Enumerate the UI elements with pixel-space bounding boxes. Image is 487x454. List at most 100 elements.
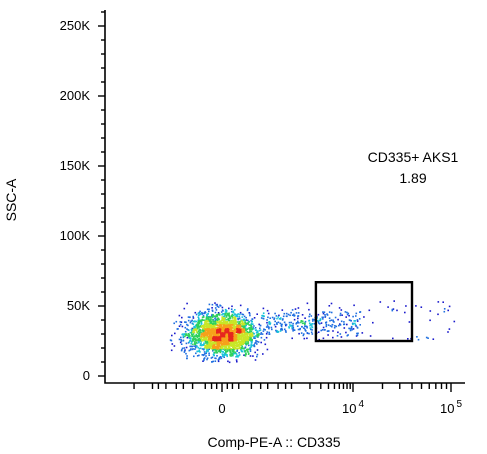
event-dot [356, 326, 359, 329]
event-dot [221, 335, 223, 337]
event-dot [227, 324, 230, 326]
event-dot [209, 338, 212, 341]
event-dot [290, 311, 292, 314]
event-dot [202, 315, 205, 317]
event-dot [251, 344, 253, 347]
event-dot [318, 338, 320, 341]
event-dot [209, 329, 212, 331]
event-dot [223, 334, 225, 337]
event-dot [208, 340, 211, 343]
x-tick-label: 0 [218, 401, 225, 416]
event-dot [237, 326, 240, 328]
event-dot [223, 339, 225, 341]
event-dot [297, 317, 299, 320]
event-dot [247, 339, 249, 342]
event-dot [310, 331, 313, 334]
plot-frame-axes [104, 10, 465, 384]
gate-percent-label: 1.89 [399, 170, 426, 186]
event-dot [416, 336, 418, 338]
event-dot [251, 335, 254, 337]
event-dot [207, 323, 209, 325]
event-dot [253, 325, 255, 327]
event-dot [229, 354, 232, 356]
event-dot [239, 326, 242, 328]
event-dot [218, 342, 220, 345]
event-dot [234, 327, 237, 329]
event-dot [207, 316, 210, 319]
event-dot [223, 327, 226, 329]
event-dot [198, 320, 200, 322]
event-dot [215, 339, 218, 342]
event-dot [261, 333, 264, 335]
event-dot [217, 306, 220, 308]
event-dot [205, 336, 208, 338]
event-dot [227, 331, 230, 333]
event-dot [356, 319, 359, 321]
event-dot [238, 317, 241, 320]
event-dot [232, 331, 235, 334]
event-dot [355, 325, 357, 327]
event-dot [202, 354, 205, 357]
event-dot [186, 323, 188, 326]
x-axis: 0 10 4 10 5 [133, 383, 462, 416]
event-dot [290, 321, 292, 324]
event-dot [238, 354, 241, 356]
event-dot [208, 327, 210, 329]
event-dot [299, 327, 301, 330]
gate-cd335-aks1[interactable] [314, 281, 414, 343]
event-dot [225, 316, 228, 318]
event-dot [217, 312, 220, 314]
event-dot [266, 324, 269, 326]
event-dot [210, 339, 212, 342]
event-dot [214, 328, 216, 330]
event-dot [234, 319, 237, 321]
event-dot [214, 323, 216, 326]
event-dot [193, 335, 196, 338]
event-dot [223, 343, 225, 346]
event-dot [248, 324, 250, 326]
event-dot [211, 339, 213, 342]
event-dot [204, 346, 207, 348]
event-dot [267, 316, 269, 319]
event-dot [205, 333, 207, 336]
event-dot [235, 333, 237, 336]
event-dot [208, 331, 210, 334]
event-dot [223, 333, 226, 336]
event-dot [216, 324, 219, 326]
event-dot [206, 334, 208, 337]
event-dot [256, 313, 258, 315]
event-dot [199, 312, 202, 315]
event-dot [234, 335, 237, 338]
event-dot [186, 328, 188, 330]
event-dot [405, 305, 407, 307]
event-dot [291, 309, 294, 311]
event-dot [282, 315, 285, 318]
event-dot [228, 339, 230, 341]
event-dot [202, 333, 205, 336]
event-dot [204, 330, 207, 333]
event-dot [230, 326, 232, 328]
event-dot [242, 319, 244, 321]
event-dot [189, 321, 192, 324]
event-dot [235, 337, 237, 340]
event-dot [429, 310, 432, 312]
event-dot [186, 355, 188, 357]
event-dot [210, 323, 212, 325]
event-dot [256, 343, 258, 345]
event-dot [232, 335, 234, 338]
event-dot [339, 323, 341, 325]
event-dot [243, 322, 245, 325]
event-dot [340, 336, 343, 338]
event-dot [260, 332, 263, 334]
event-dot [222, 330, 225, 332]
event-dot [189, 340, 191, 342]
event-dot [420, 306, 423, 308]
event-dot [229, 320, 231, 322]
event-dot [196, 335, 199, 337]
event-dot [238, 329, 240, 331]
event-dot [202, 336, 204, 339]
event-dot [198, 331, 201, 334]
event-dot [339, 314, 342, 317]
event-dot [195, 335, 198, 338]
event-dot [300, 321, 302, 324]
